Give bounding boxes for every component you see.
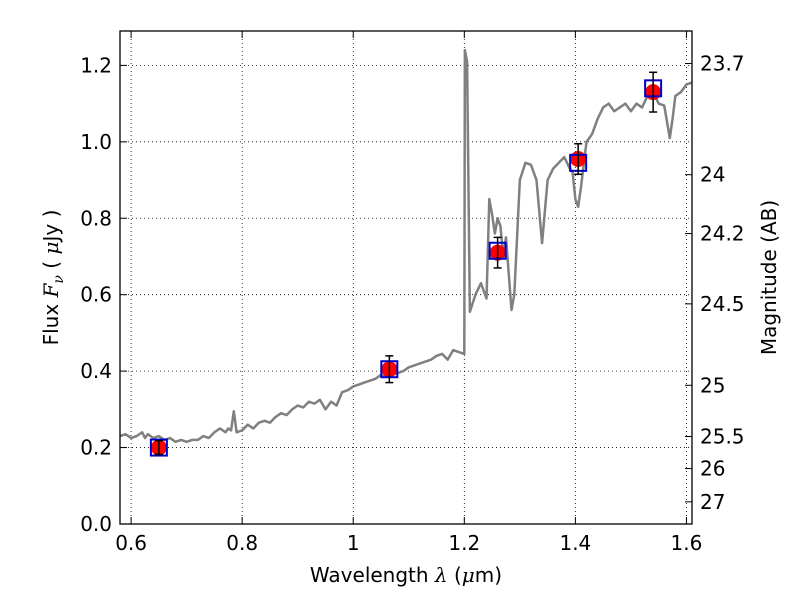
y2-tick-label: 24 bbox=[700, 163, 725, 187]
y-tick-label: 1.0 bbox=[80, 130, 112, 154]
axis-ticks: 0.6 0.8 1 1.2 1.4 1.6 0.0 0.2 0.4 0.6 0.8 1.0 1.2 23.… bbox=[80, 31, 745, 555]
y2-tick-label: 27 bbox=[700, 490, 725, 514]
x-tick-label: 1 bbox=[347, 531, 360, 555]
y-tick-label: 1.2 bbox=[80, 53, 112, 77]
x-tick-label: 0.6 bbox=[115, 531, 147, 555]
x-axis-label: Wavelength λ (μm) bbox=[310, 563, 502, 587]
x-tick-label: 1.2 bbox=[448, 531, 480, 555]
y-tick-label: 0.8 bbox=[80, 206, 112, 230]
y-axis-label: Flux Fν ( μJy ) bbox=[39, 210, 67, 346]
spectrum-line bbox=[119, 48, 693, 444]
plot-frame bbox=[119, 30, 693, 525]
model-point bbox=[149, 438, 168, 457]
y2-tick-label: 25.5 bbox=[700, 424, 745, 448]
y2-tick-label: 24.2 bbox=[700, 222, 745, 246]
x-tick-label: 0.8 bbox=[226, 531, 258, 555]
y2-tick-label: 23.7 bbox=[700, 51, 745, 75]
y2-axis-label: Magnitude (AB) bbox=[757, 200, 781, 355]
photometry-series bbox=[149, 71, 663, 457]
y-tick-label: 0.2 bbox=[80, 436, 112, 460]
y-tick-label: 0.0 bbox=[80, 512, 112, 536]
x-tick-label: 1.4 bbox=[559, 531, 591, 555]
y-tick-label: 0.6 bbox=[80, 283, 112, 307]
x-tick-label: 1.6 bbox=[671, 531, 703, 555]
y2-tick-label: 26 bbox=[700, 457, 725, 481]
y2-tick-label: 24.5 bbox=[700, 292, 745, 316]
y2-tick-label: 25 bbox=[700, 373, 725, 397]
spectrum-series bbox=[119, 48, 693, 444]
y-tick-label: 0.4 bbox=[80, 359, 112, 383]
